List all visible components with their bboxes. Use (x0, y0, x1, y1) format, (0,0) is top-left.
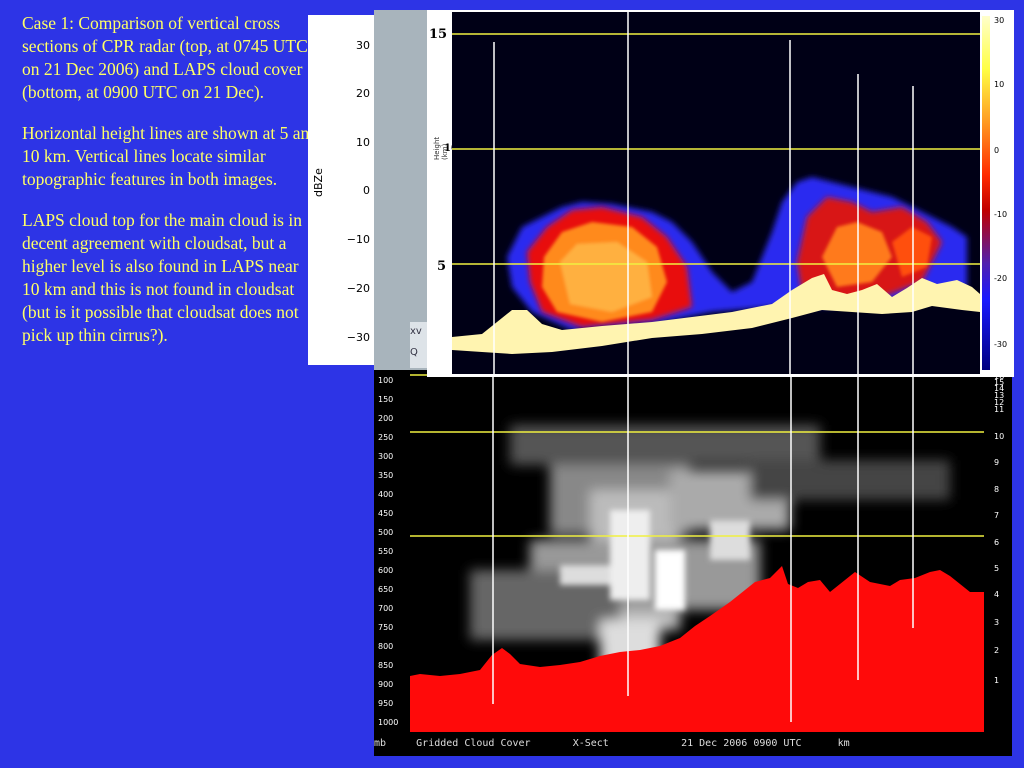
cpr-right-tick: -30 (994, 340, 1008, 349)
laps-height-tick: 1 (994, 676, 1000, 685)
cpr-echo-core (542, 222, 932, 322)
colorbar-tick: −20 (346, 282, 370, 295)
laps-height-tick: 7 (994, 511, 1000, 520)
laps-height-tick: 15 (994, 378, 1005, 387)
cpr-radar-panel: 15 10 5 Height (km) (427, 10, 1014, 377)
window-fragment: xv Q (410, 322, 427, 368)
colorbar-tick: 10 (356, 136, 370, 149)
laps-pressure-tick: 650 (378, 585, 394, 594)
cpr-ylabel: Height (km) (433, 136, 449, 160)
cpr-height-axis: 15 10 5 Height (km) (427, 10, 458, 377)
cpr-height-tick: 15 (429, 27, 448, 42)
laps-terrain (410, 566, 984, 732)
laps-pressure-tick: 600 (378, 566, 394, 575)
laps-height-tick: 13 (994, 391, 1005, 400)
laps-height-tick: 12 (994, 398, 1005, 407)
cpr-right-gradient (982, 16, 990, 370)
laps-height-tick: 4 (994, 590, 1000, 599)
cpr-right-tick: -20 (994, 274, 1008, 283)
laps-footer-left: mb (374, 738, 387, 749)
laps-pressure-tick: 850 (378, 661, 394, 670)
laps-plot-area (410, 370, 984, 732)
laps-pressure-tick: 250 (378, 433, 394, 442)
laps-pressure-tick: 550 (378, 547, 394, 556)
laps-pressure-tick: 150 (378, 395, 394, 404)
window-fragment-line1: xv (410, 326, 422, 337)
laps-pressure-tick: 350 (378, 471, 394, 480)
cpr-height-tick: 10 (444, 143, 458, 154)
laps-height-tick: 8 (994, 485, 1000, 494)
laps-height-tick: 14 (994, 384, 1005, 393)
laps-pressure-tick: 200 (378, 414, 394, 423)
cpr-surface-return (452, 274, 980, 354)
laps-height-tick: 6 (994, 538, 1000, 547)
laps-pressure-tick: 450 (378, 509, 394, 518)
cpr-right-tick: -10 (994, 210, 1008, 219)
laps-pressure-tick: 400 (378, 490, 394, 499)
cpr-height-tick: 5 (437, 259, 447, 274)
laps-footer-right: km (837, 738, 850, 749)
colorbar-tick: 0 (363, 184, 370, 197)
laps-pressure-tick: 1000 (378, 718, 399, 727)
cpr-right-colorbar: 30 10 0 -10 -20 -30 (980, 12, 1014, 374)
window-fragment-line2: Q (410, 347, 418, 358)
caption-paragraph-2: Horizontal height lines are shown at 5 a… (22, 123, 318, 189)
laps-pressure-axis: 100 150 200 250 300 350 400 450 500 550 600 650 700 7… (374, 370, 410, 732)
laps-height-tick: 2 (994, 646, 1000, 655)
laps-pressure-tick: 900 (378, 680, 394, 689)
laps-pressure-tick: 500 (378, 528, 394, 537)
cpr-plot-area (452, 12, 980, 374)
laps-footer-mid: X-Sect (572, 738, 609, 749)
laps-pressure-tick: 100 (378, 376, 394, 385)
cpr-right-tick: 10 (994, 80, 1005, 89)
laps-height-tick: 5 (994, 564, 1000, 573)
laps-height-axis: 16151413121110987654321 (984, 370, 1012, 732)
colorbar-tick: −10 (346, 233, 370, 246)
laps-footer: mb Gridded Cloud Cover X-Sect 21 Dec 200… (374, 732, 1012, 756)
caption-paragraph-1: Case 1: Comparison of vertical cross sec… (22, 13, 308, 102)
laps-height-tick: 3 (994, 618, 1000, 627)
laps-pressure-tick: 750 (378, 623, 394, 632)
laps-pressure-tick: 800 (378, 642, 394, 651)
laps-footer-time: 21 Dec 2006 0900 UTC (681, 738, 802, 749)
laps-height-tick: 9 (994, 458, 1000, 467)
laps-pressure-tick: 700 (378, 604, 394, 613)
cpr-right-tick: 30 (994, 16, 1005, 25)
colorbar-tick: 30 (356, 39, 370, 52)
caption-paragraph-3: LAPS cloud top for the main cloud is in … (22, 210, 302, 345)
colorbar-tick: 20 (356, 87, 370, 100)
cpr-right-tick: 0 (994, 146, 1000, 155)
laps-cloud-cores (560, 510, 750, 610)
laps-pressure-tick: 300 (378, 452, 394, 461)
laps-height-tick: 10 (994, 432, 1005, 441)
laps-height-tick: 11 (994, 405, 1005, 414)
caption: Case 1: Comparison of vertical cross sec… (22, 12, 318, 365)
laps-footer-title: Gridded Cloud Cover (416, 738, 531, 749)
cpr-cross-section (452, 12, 980, 374)
laps-pressure-tick: 950 (378, 699, 394, 708)
laps-cross-section (410, 370, 984, 732)
colorbar-label: dBZe (312, 168, 325, 197)
colorbar-tick: −30 (346, 331, 370, 344)
